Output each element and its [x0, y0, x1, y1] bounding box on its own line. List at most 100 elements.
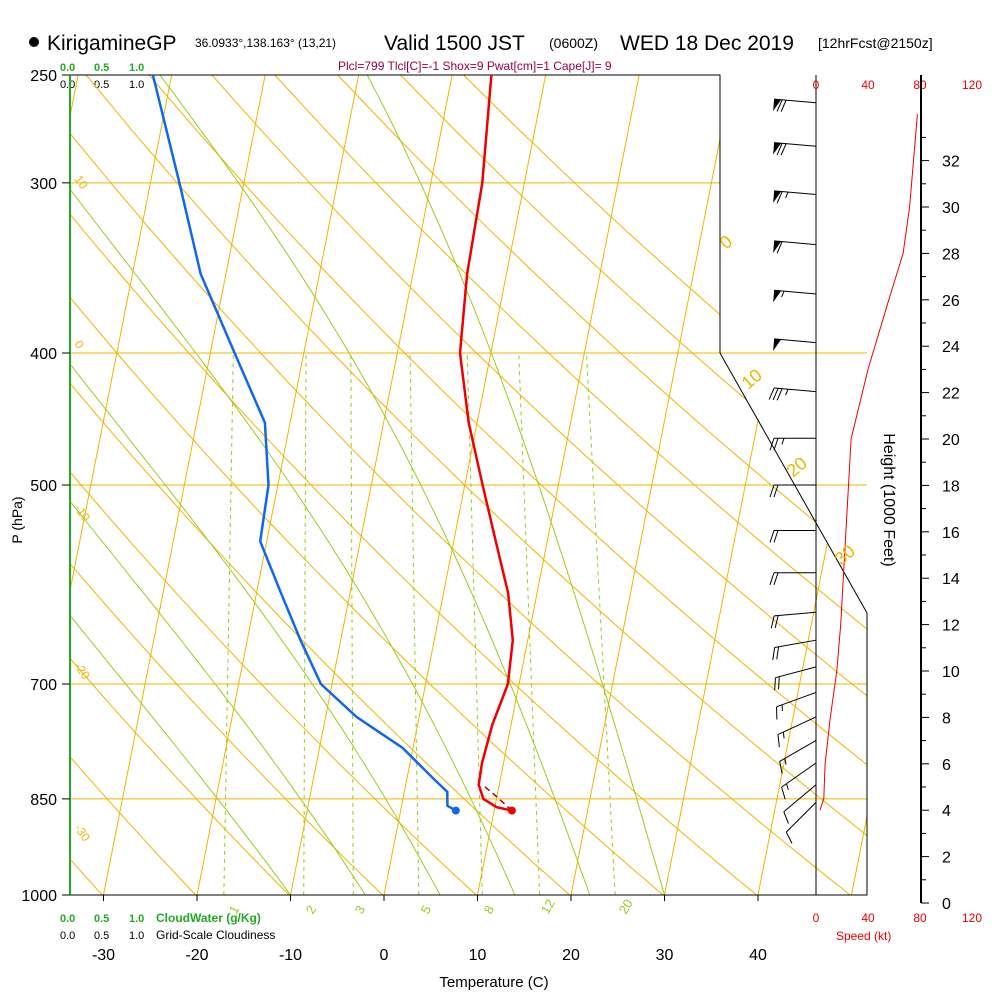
cloudwater-title: CloudWater (g/Kg) — [156, 911, 261, 925]
mixing-ratio-label: 3 — [352, 903, 369, 917]
height-tick-label: 6 — [942, 757, 951, 774]
cloudwater-scale-bottom-0: 0.0 — [60, 913, 75, 925]
dry-adiabat-line — [70, 75, 757, 895]
barb-shaft — [774, 240, 817, 246]
moist-adiabat-line — [70, 75, 516, 895]
barb-shaft — [776, 691, 817, 708]
speed-tick-label-top: 0 — [813, 78, 820, 92]
barb-full-flag — [783, 811, 789, 824]
temperature-axis-title: Temperature (C) — [439, 974, 548, 991]
dry-adiabat-label: 0 — [72, 338, 87, 352]
wind-barb — [773, 338, 817, 351]
barb-full-flag — [772, 388, 779, 401]
barb-full-flag — [770, 615, 775, 629]
surface-temperature-dot — [507, 806, 516, 815]
cloudiness-scale-bottom-0: 0.0 — [60, 930, 75, 942]
barb-pennant — [773, 99, 782, 112]
wind-barb — [769, 530, 817, 543]
barb-full-flag — [772, 647, 776, 661]
barb-full-flag — [769, 530, 775, 543]
mixing-ratio-label: 2 — [303, 903, 320, 917]
height-tick-label: 24 — [942, 339, 960, 356]
mixing-ratio-line — [409, 353, 420, 895]
wind-barb — [773, 98, 817, 112]
barb-pennant — [773, 190, 782, 203]
barb-shaft — [785, 801, 817, 833]
height-tick-label: 0 — [942, 896, 951, 913]
dry-adiabat-line — [70, 75, 383, 895]
dry-adiabat-line — [70, 75, 477, 895]
mixing-ratio-line — [518, 352, 541, 895]
barb-shaft — [775, 666, 817, 679]
height-tick-label: 2 — [942, 850, 951, 867]
height-tick-label: 30 — [942, 200, 960, 217]
dry-adiabat-label: 10 — [72, 173, 91, 192]
height-tick-label: 14 — [942, 571, 960, 588]
barb-shaft — [774, 639, 817, 648]
temperature-profile-line — [458, 74, 515, 812]
barb-half-flag — [785, 191, 789, 199]
wind-speed-profile-line — [819, 114, 918, 811]
mixing-ratio-label: 20 — [616, 896, 636, 916]
parcel-path-line — [481, 784, 513, 812]
barb-full-flag — [776, 646, 780, 660]
cloudiness-title: Grid-Scale Cloudiness — [156, 928, 275, 942]
wind-barb — [774, 666, 817, 691]
wind-barb — [773, 190, 817, 204]
barb-full-flag — [781, 786, 786, 800]
mixing-ratio-label: 8 — [481, 903, 498, 917]
wind-barb — [769, 572, 817, 585]
temperature-tick-label: 30 — [656, 947, 674, 964]
valid-date: WED 18 Dec 2019 — [620, 32, 794, 55]
barb-full-flag — [785, 831, 793, 844]
mixing-ratio-line — [466, 352, 483, 895]
pressure-tick-label: 400 — [30, 346, 57, 363]
height-tick-label: 28 — [942, 246, 960, 263]
dry-adiabat-label: -20 — [72, 660, 94, 683]
temperature-tick-label: -30 — [92, 947, 115, 964]
temperature-tick-label: 10 — [469, 947, 487, 964]
header-bullet-icon — [29, 37, 39, 47]
speed-tick-label-bottom: 120 — [962, 911, 982, 925]
barb-shaft — [774, 289, 817, 295]
height-tick-label: 10 — [942, 664, 960, 681]
barb-full-flag — [773, 530, 779, 543]
cloudiness-scale-top-2: 1.0 — [129, 79, 144, 91]
pressure-tick-label: 700 — [30, 677, 57, 694]
wind-barb — [769, 437, 817, 451]
barb-full-flag — [777, 734, 780, 748]
barb-shaft — [779, 739, 817, 762]
wind-barb — [783, 784, 817, 824]
height-tick-label: 20 — [942, 432, 960, 449]
dry-adiabat-line — [70, 75, 570, 895]
height-tick-label: 8 — [942, 710, 951, 727]
speed-tick-label-bottom: 40 — [861, 911, 875, 925]
barb-full-flag — [776, 388, 783, 401]
wind-barb — [781, 762, 817, 800]
pressure-tick-label: 850 — [30, 792, 57, 809]
barb-full-flag — [776, 143, 783, 156]
pressure-tick-label: 300 — [30, 176, 57, 193]
wind-barb — [770, 611, 817, 629]
speed-axis-title: Speed (kt) — [836, 929, 891, 943]
wind-barb — [773, 289, 817, 303]
grid-layer — [69, 74, 868, 896]
barb-half-flag — [785, 389, 789, 396]
mixing-ratio-label: 5 — [418, 903, 435, 917]
cloudiness-scale-top-0: 0.0 — [60, 79, 75, 91]
height-tick-label: 26 — [942, 293, 960, 310]
pressure-tick-label: 500 — [30, 478, 57, 495]
barb-shaft — [774, 338, 817, 344]
cloudiness-scale-bottom-1: 0.5 — [94, 930, 109, 942]
dry-adiabat-line — [148, 75, 867, 895]
forecast-info: [12hrFcst@2150z] — [818, 35, 933, 51]
barb-half-flag — [782, 732, 785, 739]
cloudwater-scale-top-0: 0.0 — [60, 62, 75, 74]
barb-full-flag — [769, 438, 775, 451]
cloudwater-scale-top-2: 1.0 — [129, 62, 144, 74]
wind-barb — [779, 739, 817, 774]
barb-full-flag — [776, 99, 783, 112]
wind-barb — [769, 484, 816, 498]
cloudiness-scale-top-1: 0.5 — [94, 79, 109, 91]
barb-shaft — [774, 387, 817, 393]
